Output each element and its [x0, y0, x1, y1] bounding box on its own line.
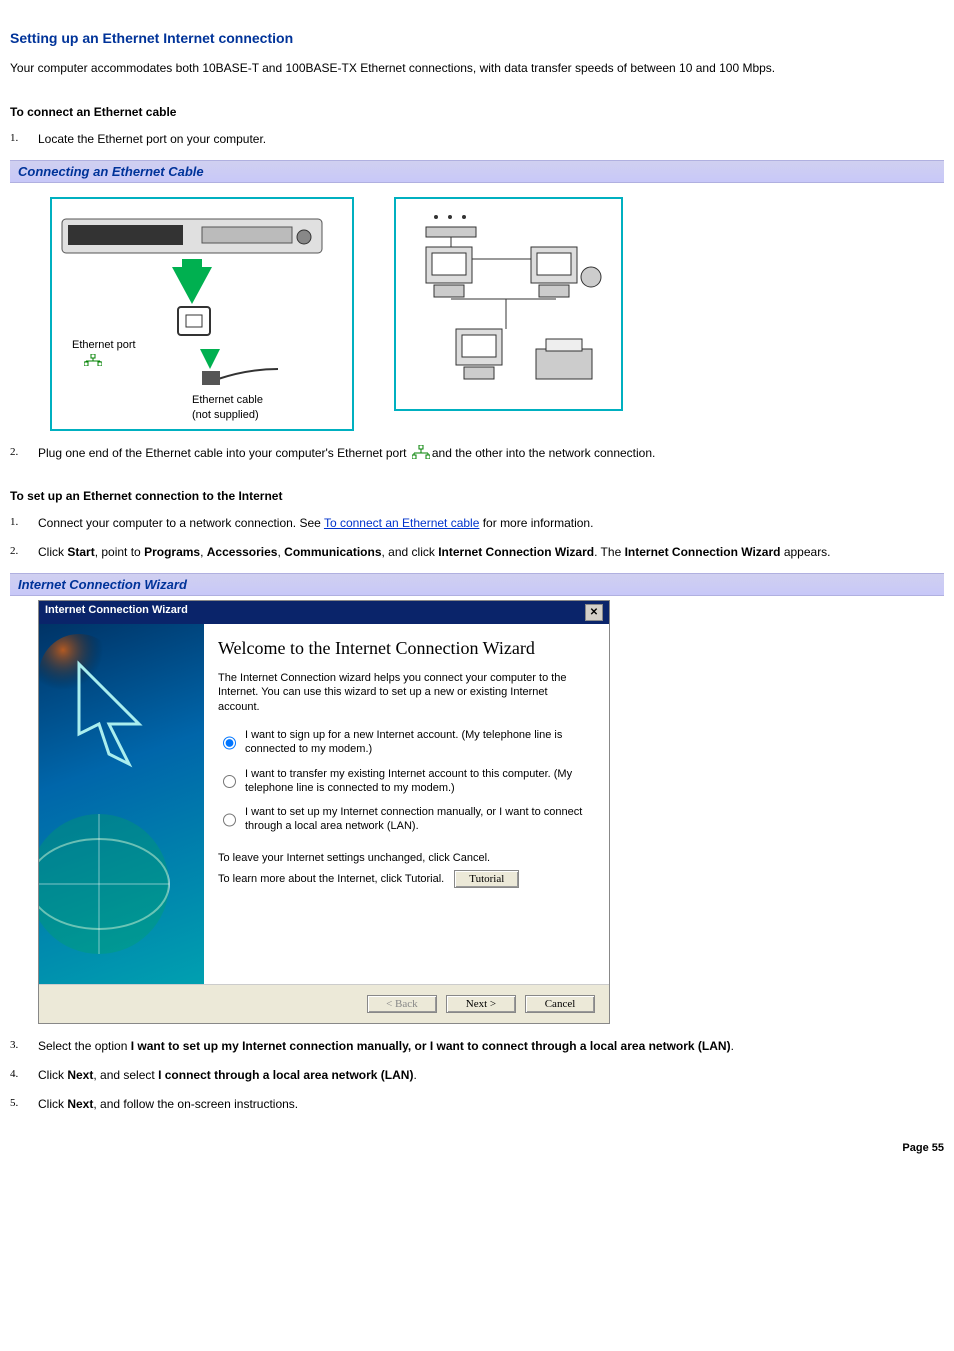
- ethernet-icon: [84, 354, 102, 369]
- section-setup-connection: To set up an Ethernet connection to the …: [10, 489, 944, 503]
- tutorial-button[interactable]: Tutorial: [454, 870, 519, 888]
- step-1-1: 1.Locate the Ethernet port on your compu…: [38, 131, 944, 148]
- step-2-3: 3. Select the option I want to set up my…: [38, 1038, 944, 1055]
- wizard-heading: Welcome to the Internet Connection Wizar…: [218, 638, 591, 659]
- wizard-option-3-radio[interactable]: [223, 806, 236, 834]
- wizard-option-1-label: I want to sign up for a new Internet acc…: [245, 728, 591, 757]
- wizard-sidebar-image: [39, 624, 204, 984]
- step-1-2: 2. Plug one end of the Ethernet cable in…: [38, 445, 944, 462]
- page-title: Setting up an Ethernet Internet connecti…: [10, 30, 944, 46]
- figure-row: Ethernet port Ethernet cable (not suppli…: [50, 197, 944, 431]
- wizard-dialog: Internet Connection Wizard ✕ Welcome to …: [38, 600, 610, 1024]
- fig-cable-label-1: Ethernet cable: [192, 394, 263, 406]
- fig-port-label: Ethernet port: [72, 339, 136, 351]
- wizard-option-1-radio[interactable]: [223, 729, 236, 757]
- step-2-4: 4. Click Next, and select I connect thro…: [38, 1067, 944, 1084]
- wizard-option-2-radio[interactable]: [223, 768, 236, 796]
- ethernet-port-icon: [412, 445, 430, 461]
- wizard-description: The Internet Connection wizard helps you…: [218, 671, 591, 714]
- figure-caption-1: Connecting an Ethernet Cable: [10, 160, 944, 183]
- back-button: < Back: [367, 995, 437, 1013]
- page-number: Page 55: [10, 1142, 944, 1154]
- step-2-2: 2. Click Start, point to Programs, Acces…: [38, 544, 944, 561]
- wizard-option-3-label: I want to set up my Internet connection …: [245, 805, 591, 834]
- wizard-titlebar: Internet Connection Wizard: [45, 604, 188, 621]
- wizard-learn-text: To learn more about the Internet, click …: [218, 873, 444, 885]
- fig-cable-label-2: (not supplied): [192, 409, 259, 421]
- step-2-1: 1. Connect your computer to a network co…: [38, 515, 944, 532]
- close-icon[interactable]: ✕: [585, 604, 603, 621]
- link-connect-cable[interactable]: To connect an Ethernet cable: [324, 516, 479, 530]
- section-connect-cable: To connect an Ethernet cable: [10, 105, 944, 119]
- intro-text: Your computer accommodates both 10BASE-T…: [10, 60, 944, 77]
- wizard-leave-text: To leave your Internet settings unchange…: [218, 852, 591, 864]
- next-button[interactable]: Next >: [446, 995, 516, 1013]
- figure-caption-2: Internet Connection Wizard: [10, 573, 944, 596]
- cancel-button[interactable]: Cancel: [525, 995, 595, 1013]
- step-2-5: 5. Click Next, and follow the on-screen …: [38, 1096, 944, 1113]
- figure-ethernet-port: Ethernet port Ethernet cable (not suppli…: [50, 197, 354, 431]
- wizard-option-2-label: I want to transfer my existing Internet …: [245, 767, 591, 796]
- figure-network: [394, 197, 623, 411]
